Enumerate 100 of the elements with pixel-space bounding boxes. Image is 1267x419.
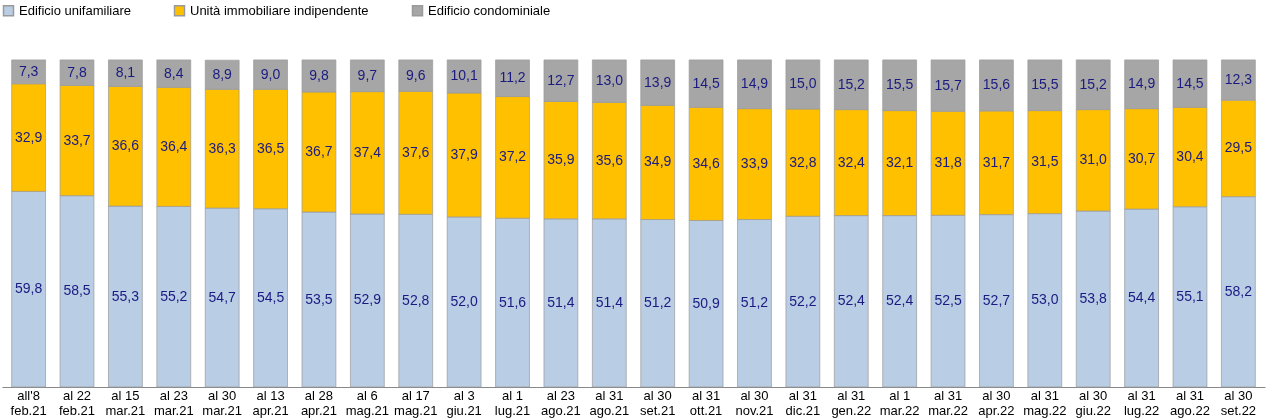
data-label: 36,3 — [208, 139, 237, 156]
data-label: 31,0 — [1079, 151, 1108, 168]
x-tick-label: al 23 mar.21 — [153, 387, 194, 418]
data-label: 31,5 — [1031, 153, 1059, 170]
data-label: 31,7 — [982, 153, 1011, 170]
data-label: 51,2 — [740, 294, 769, 311]
data-label: 13,9 — [644, 73, 672, 90]
x-tick-label: al 1 mar.22 — [879, 387, 920, 418]
data-label: 53,0 — [1031, 291, 1059, 308]
data-label: 36,4 — [160, 137, 188, 154]
x-tick-label: al 13 apr.21 — [252, 387, 289, 418]
x-tick-label: al 31 dic.21 — [785, 387, 821, 418]
data-label: 52,4 — [886, 292, 914, 309]
data-label: 7,3 — [18, 62, 39, 79]
data-label: 9,6 — [406, 66, 426, 83]
data-label: 31,8 — [934, 154, 962, 171]
x-tick-label: al 31 gen.22 — [831, 387, 872, 418]
data-label: 8,4 — [164, 64, 184, 81]
legend-label: Edificio condominiale — [428, 2, 551, 18]
data-label: 37,2 — [498, 148, 527, 165]
data-label: 51,4 — [595, 293, 624, 310]
x-tick-label: al 31 mar.22 — [928, 387, 968, 418]
data-label: 15,2 — [837, 75, 866, 92]
x-tick-label: al 28 apr.21 — [300, 387, 338, 418]
data-label: 8,1 — [115, 64, 136, 81]
x-tick-label: al 17 mag.21 — [394, 387, 438, 418]
x-tick-label: al 23 ago.21 — [541, 387, 581, 418]
legend-label: Unità immobiliare indipendente — [190, 2, 369, 18]
x-tick-label: al 31 ago.22 — [1170, 387, 1210, 418]
data-label: 55,1 — [1176, 287, 1204, 304]
data-label: 32,8 — [789, 153, 817, 170]
data-label: 30,7 — [1127, 149, 1156, 166]
data-label: 13,0 — [595, 72, 624, 89]
data-label: 58,2 — [1224, 282, 1253, 299]
data-label: 51,4 — [547, 293, 575, 310]
legend-label: Edificio unifamiliare — [19, 2, 131, 18]
data-label: 12,7 — [547, 71, 575, 88]
data-label: 9,7 — [357, 66, 378, 83]
x-tick-label: al 1 lug.21 — [494, 387, 531, 418]
data-label: 11,2 — [499, 69, 526, 86]
data-label: 33,7 — [63, 131, 91, 148]
data-label: 15,6 — [982, 76, 1011, 93]
data-label: 52,4 — [837, 292, 866, 309]
data-label: 50,9 — [692, 294, 720, 311]
data-label: 14,5 — [692, 74, 720, 91]
data-label: 14,9 — [740, 75, 769, 92]
data-label: 34,6 — [692, 154, 720, 171]
data-label: 32,9 — [14, 128, 43, 145]
data-label: 9,8 — [309, 66, 329, 83]
data-label: 58,5 — [63, 282, 91, 299]
data-label: 35,9 — [547, 151, 575, 168]
data-label: 35,6 — [595, 151, 624, 168]
data-label: 52,7 — [982, 291, 1011, 308]
data-label: 36,5 — [256, 140, 285, 157]
x-tick-label: al 31 lug.22 — [1123, 387, 1160, 418]
data-label: 52,9 — [353, 291, 382, 308]
x-tick-label: al 30 set.22 — [1220, 387, 1257, 418]
x-tick-label: all'8 feb.21 — [10, 387, 47, 418]
data-label: 52,2 — [789, 292, 817, 309]
x-tick-label: al 31 mag.22 — [1023, 387, 1067, 418]
data-label: 15,7 — [934, 76, 962, 93]
data-label: 37,6 — [402, 143, 430, 160]
data-label: 53,5 — [305, 290, 333, 307]
x-tick-label: al 31 ott.21 — [689, 387, 723, 418]
data-label: 51,2 — [644, 294, 672, 311]
x-tick-label: al 3 giu.21 — [446, 387, 482, 418]
data-label: 36,6 — [111, 137, 140, 154]
data-label: 33,9 — [740, 155, 769, 172]
x-tick-label: al 22 feb.21 — [58, 387, 96, 418]
x-tick-label: al 30 nov.21 — [735, 387, 774, 418]
data-label: 54,4 — [1127, 289, 1156, 306]
data-label: 53,8 — [1079, 290, 1108, 307]
data-label: 54,5 — [256, 288, 285, 305]
x-tick-label: al 6 mag.21 — [345, 387, 390, 418]
x-tick-label: al 15 mar.21 — [105, 387, 146, 418]
data-label: 9,0 — [260, 65, 281, 82]
data-label: 12,3 — [1224, 71, 1253, 88]
data-label: 37,9 — [450, 145, 478, 162]
data-label: 29,5 — [1224, 139, 1253, 156]
data-label: 37,4 — [353, 143, 382, 160]
data-label: 15,0 — [789, 75, 817, 92]
data-label: 8,9 — [212, 65, 233, 82]
data-label: 32,4 — [837, 153, 866, 170]
data-label: 55,3 — [111, 287, 140, 304]
data-label: 14,5 — [1176, 74, 1204, 91]
x-tick-label: al 30 mar.21 — [202, 387, 243, 418]
data-label: 10,1 — [450, 67, 478, 84]
data-label: 36,7 — [305, 142, 333, 159]
data-label: 54,7 — [208, 288, 237, 305]
data-label: 59,8 — [14, 280, 43, 297]
data-label: 15,2 — [1079, 75, 1108, 92]
data-label: 52,8 — [402, 291, 430, 308]
data-label: 15,5 — [1031, 76, 1059, 93]
x-tick-label: al 30 giu.22 — [1075, 387, 1111, 418]
data-label: 32,1 — [886, 154, 914, 171]
data-label: 15,5 — [886, 76, 914, 93]
data-label: 52,5 — [934, 292, 962, 309]
data-label: 14,9 — [1127, 75, 1156, 92]
data-label: 30,4 — [1176, 148, 1204, 165]
data-label: 55,2 — [160, 287, 188, 304]
